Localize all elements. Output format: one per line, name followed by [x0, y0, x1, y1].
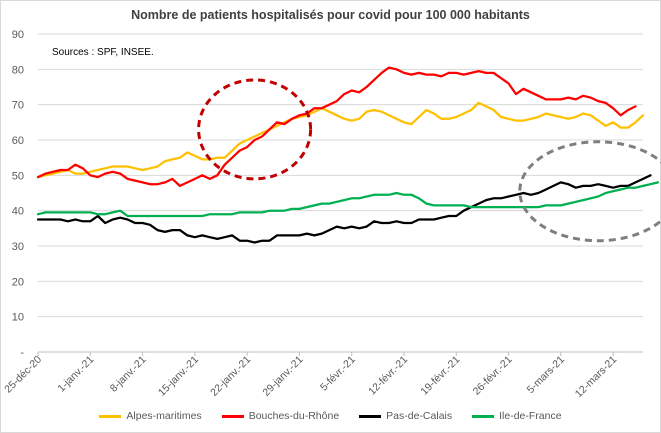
- series-line-0: [36, 101, 645, 179]
- y-tick-label: 70: [12, 100, 24, 112]
- x-tick-label: 29-janv.-21: [260, 354, 305, 399]
- legend-item-1: Bouches-du-Rhône: [221, 410, 340, 422]
- x-tick-label: 25-déc-20: [2, 354, 44, 396]
- series-line-2: [36, 174, 652, 244]
- source-note: Sources : SPF, INSEE.: [52, 47, 154, 58]
- x-tick-label: 26-févr.-21: [471, 354, 515, 398]
- chart-legend: Alpes-maritimes Bouches-du-Rhône Pas-de-Ca…: [0, 410, 661, 422]
- annotation-ellipse-0: [197, 78, 313, 181]
- y-tick-label: 10: [12, 312, 24, 324]
- y-tick-label: 90: [12, 29, 24, 41]
- x-tick-label: 5-févr.-21: [318, 354, 358, 394]
- x-tick-label: 12-févr.-21: [366, 354, 410, 398]
- y-tick-label: 20: [12, 276, 24, 288]
- legend-item-3: Ile-de-France: [472, 410, 562, 422]
- legend-label: Alpes-maritimes: [126, 410, 202, 422]
- x-tick-label: 15-janv.-21: [156, 354, 201, 399]
- y-tick-label: 50: [12, 170, 24, 182]
- y-tick-label: -: [20, 347, 24, 359]
- y-tick-label: 60: [12, 135, 24, 147]
- x-tick-label: 8-janv.-21: [108, 354, 149, 395]
- legend-label: Bouches-du-Rhône: [248, 410, 340, 422]
- y-tick-label: 80: [12, 64, 24, 76]
- x-tick-label: 19-févr.-21: [418, 354, 462, 398]
- x-tick-label: 1-janv.-21: [55, 354, 96, 395]
- legend-swatch: [359, 414, 382, 418]
- chart-title: Nombre de patients hospitalisés pour cov…: [131, 8, 530, 22]
- legend-swatch: [221, 414, 244, 418]
- legend-swatch: [472, 414, 495, 418]
- legend-label: Ile-de-France: [499, 410, 562, 422]
- y-tick-label: 40: [12, 206, 24, 218]
- legend-item-0: Alpes-maritimes: [99, 410, 202, 422]
- x-tick-label: 5-mars-21: [525, 354, 567, 396]
- annotation-ellipse-1: [518, 140, 661, 243]
- y-tick-label: 30: [12, 241, 24, 253]
- x-tick-label: 12-mars-21: [573, 354, 620, 401]
- legend-swatch: [99, 414, 122, 418]
- legend-label: Pas-de-Calais: [386, 410, 453, 422]
- series-line-1: [36, 66, 637, 188]
- legend-item-2: Pas-de-Calais: [359, 410, 452, 422]
- x-tick-label: 22-janv.-21: [208, 354, 253, 399]
- series-line-3: [36, 181, 660, 218]
